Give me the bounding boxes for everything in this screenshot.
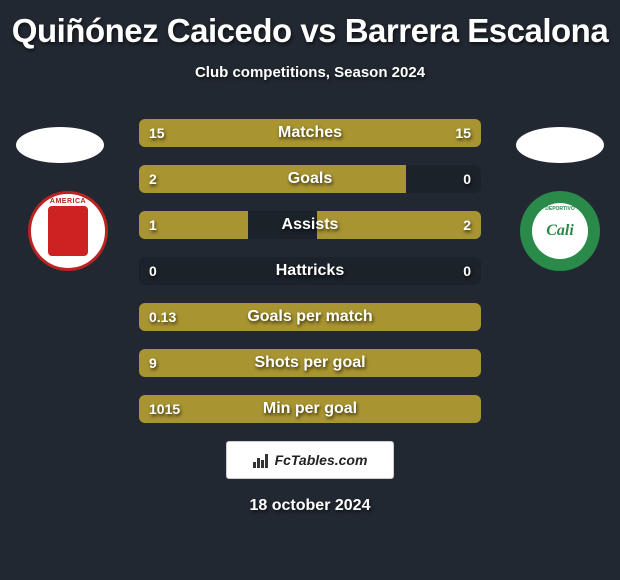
stat-bar-left-fill (139, 211, 248, 239)
page-title: Quiñónez Caicedo vs Barrera Escalona (0, 0, 620, 50)
stat-bar-left-fill (139, 165, 406, 193)
brand-badge[interactable]: FcTables.com (226, 441, 394, 479)
stat-row: Min per goal1015 (139, 395, 481, 423)
club-crest-right-shape: Cali (532, 203, 588, 259)
comparison-panel: Cali Matches1515 Goals20 Assists12 Hattrick… (0, 119, 620, 423)
club-crest-left (28, 191, 108, 271)
stat-row: Matches1515 (139, 119, 481, 147)
subtitle: Club competitions, Season 2024 (0, 64, 620, 81)
stat-bar-right-fill (310, 119, 481, 147)
stat-value-left: 0 (149, 257, 157, 285)
brand-text: FcTables.com (275, 452, 368, 468)
stat-value-right: 0 (463, 165, 471, 193)
stat-row: Assists12 (139, 211, 481, 239)
stat-row: Hattricks0 0 (139, 257, 481, 285)
stat-bars: Matches1515Goals20Assists12Hattricks00Go… (139, 119, 481, 423)
stat-row: Shots per goal9 (139, 349, 481, 377)
club-crest-right: Cali (520, 191, 600, 271)
player-photo-right (516, 127, 604, 163)
club-crest-right-text: Cali (546, 222, 574, 240)
stat-value-right: 0 (463, 257, 471, 285)
brand-bars-icon (253, 452, 271, 468)
stat-bar-left-fill (139, 119, 310, 147)
stat-bar-left-fill (139, 303, 481, 331)
player-photo-left (16, 127, 104, 163)
stat-row: Goals20 (139, 165, 481, 193)
stat-bar-left-fill (139, 349, 481, 377)
stat-label: Hattricks (139, 257, 481, 285)
date-text: 18 october 2024 (0, 497, 620, 515)
club-crest-left-shape (48, 206, 88, 256)
stat-row: Goals per match0.13 (139, 303, 481, 331)
stat-bar-left-fill (139, 395, 481, 423)
stat-bar-right-fill (317, 211, 481, 239)
